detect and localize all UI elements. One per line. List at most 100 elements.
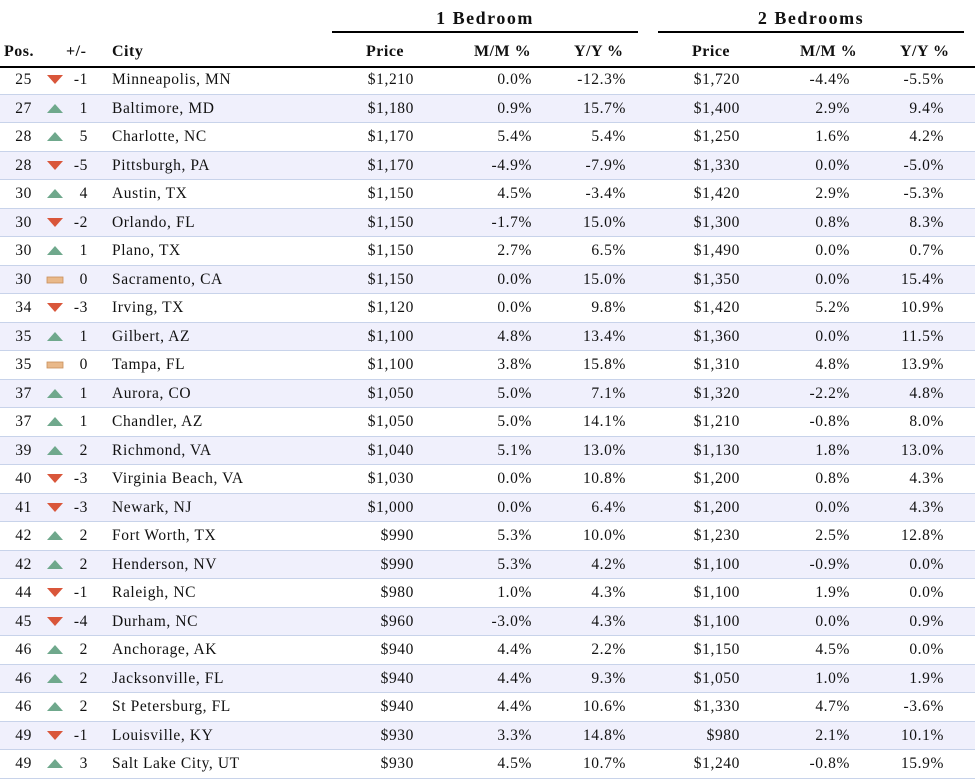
city-cell: Tampa, FL [112,356,186,373]
group-title-1-bedroom: 1 Bedroom [436,8,534,28]
table-row: 34 -3 Irving, TX $1,120 0.0% 9.8% $1,420 5.2% 10… [0,294,975,323]
table-row: 28 -5 Pittsburgh, PA $1,170 -4.9% -7.9% $1,330… [0,151,975,180]
yy-2br-cell: 0.0% [909,555,944,573]
position-cell: 46 [15,669,32,687]
price-1br-cell: $1,150 [367,242,414,259]
price-2br-cell: $1,130 [693,441,740,459]
group-title-2-bedrooms: 2 Bedrooms [757,8,865,28]
price-1br-cell: $1,000 [367,498,414,516]
yy-2br-cell: 9.4% [909,99,944,117]
triangle-down-icon [46,615,64,629]
price-2br-cell: $1,310 [693,356,740,373]
yy-1br-cell: 10.0% [582,527,626,544]
position-cell: 39 [15,441,32,459]
mm-1br-cell: 0.0% [497,470,532,487]
table-row: 28 5 Charlotte, NC $1,170 5.4% 5.4% $1,250 1.6%… [0,123,975,152]
table-row: 42 2 Henderson, NV $990 5.3% 4.2% $1,100 -0.9% 0… [0,550,975,579]
price-2br-cell: $1,240 [693,755,740,772]
table-row: 40 -3 Virginia Beach, VA $1,030 0.0% 10.8% $1,… [0,465,975,494]
mm-2br-cell: 1.8% [815,441,850,459]
position-cell: 30 [15,185,32,202]
triangle-down-icon [46,73,64,87]
position-cell: 49 [15,726,32,744]
triangle-down-icon [46,501,64,515]
mm-1br-cell: 3.8% [497,356,532,373]
yy-1br-cell: 5.4% [591,128,626,145]
price-2br-cell: $1,420 [693,299,740,316]
header-price-1br: Price [366,43,405,60]
mm-2br-cell: 1.6% [815,128,850,145]
position-cell: 28 [15,156,32,174]
price-2br-cell: $1,050 [693,669,740,687]
price-1br-cell: $1,170 [367,128,414,145]
triangle-up-icon [46,244,64,258]
triangle-up-icon [46,415,64,429]
city-cell: Newark, NJ [112,498,193,516]
city-cell: Orlando, FL [112,213,196,231]
mm-2br-cell: 4.8% [815,356,850,373]
city-cell: Henderson, NV [112,555,218,573]
table-row: 45 -4 Durham, NC $960 -3.0% 4.3% $1,100 0.0% 0.9… [0,607,975,636]
mm-2br-cell: 2.5% [815,527,850,544]
change-cell: 1 [79,99,88,117]
mm-2br-cell: -0.8% [809,413,850,430]
yy-2br-cell: -5.0% [903,156,944,174]
table-body: 25 -1 Minneapolis, MN $1,210 0.0% -12.3% $1,72… [0,66,975,779]
triangle-up-icon [46,330,64,344]
price-1br-cell: $1,120 [367,299,414,316]
yy-1br-cell: 10.6% [582,698,626,715]
price-2br-cell: $1,200 [693,498,740,516]
change-cell: -1 [73,71,88,88]
mm-1br-cell: 4.5% [497,185,532,202]
yy-1br-cell: 6.4% [591,498,626,516]
mm-1br-cell: 0.0% [497,71,532,88]
position-cell: 25 [15,71,32,88]
yy-1br-cell: 7.1% [591,384,626,402]
price-2br-cell: $1,350 [693,270,740,288]
no-change-icon [46,358,64,372]
header-pos: Pos. [4,43,34,60]
yy-1br-cell: -3.4% [585,185,626,202]
mm-1br-cell: 4.8% [497,327,532,345]
city-cell: Chandler, AZ [112,413,203,430]
yy-2br-cell: -3.6% [903,698,944,715]
change-cell: -5 [73,156,88,174]
mm-2br-cell: -4.4% [809,71,850,88]
price-1br-cell: $940 [380,698,414,715]
triangle-up-icon [46,700,64,714]
yy-2br-cell: 15.9% [900,755,944,772]
position-cell: 41 [15,498,32,516]
table-row: 44 -1 Raleigh, NC $980 1.0% 4.3% $1,100 1.9% 0.0… [0,579,975,608]
mm-1br-cell: 0.0% [497,498,532,516]
table-row: 35 1 Gilbert, AZ $1,100 4.8% 13.4% $1,360 0.0% 1… [0,322,975,351]
table-row: 46 2 St Petersburg, FL $940 4.4% 10.6% $1,330 4… [0,693,975,722]
triangle-down-icon [46,216,64,230]
yy-1br-cell: 14.1% [582,413,626,430]
position-cell: 40 [15,470,32,487]
table-row: 30 1 Plano, TX $1,150 2.7% 6.5% $1,490 0.0% 0.7% [0,237,975,266]
price-2br-cell: $1,230 [693,527,740,544]
city-cell: Baltimore, MD [112,99,215,117]
city-cell: Charlotte, NC [112,128,207,145]
yy-1br-cell: 10.8% [582,470,626,487]
yy-2br-cell: 8.3% [909,213,944,231]
city-cell: Richmond, VA [112,441,212,459]
city-cell: Sacramento, CA [112,270,223,288]
yy-1br-cell: 15.0% [582,270,626,288]
yy-2br-cell: 0.9% [909,612,944,630]
yy-1br-cell: 4.3% [591,612,626,630]
yy-1br-cell: 6.5% [591,242,626,259]
table-row: 27 1 Baltimore, MD $1,180 0.9% 15.7% $1,400 2.9… [0,94,975,123]
group-rule-1-bedroom [332,31,638,33]
city-cell: Anchorage, AK [112,641,218,658]
position-cell: 30 [15,270,32,288]
position-cell: 49 [15,755,32,772]
mm-2br-cell: 0.0% [815,327,850,345]
position-cell: 34 [15,299,32,316]
position-cell: 35 [15,356,32,373]
mm-2br-cell: -2.2% [809,384,850,402]
mm-1br-cell: 5.1% [497,441,532,459]
mm-1br-cell: 0.0% [497,270,532,288]
price-1br-cell: $1,170 [367,156,414,174]
change-cell: 1 [79,413,88,430]
